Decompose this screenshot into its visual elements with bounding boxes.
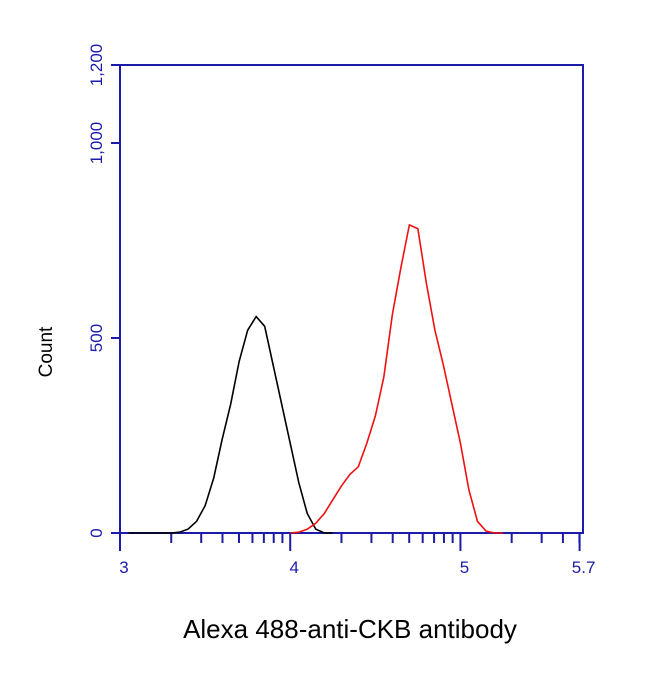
y-tick-label: 1,200 <box>87 44 106 87</box>
plot-frame <box>119 64 584 534</box>
x-tick-label: 4 <box>289 558 298 577</box>
histogram-line <box>290 223 503 534</box>
histogram-line <box>128 315 333 534</box>
y-tick-label: 1,000 <box>87 122 106 165</box>
y-tick-label: 500 <box>87 324 106 352</box>
x-tick-label: 3 <box>119 558 128 577</box>
x-axis-label: Alexa 488-anti-CKB antibody <box>183 614 517 644</box>
y-axis-label: Count <box>36 326 57 377</box>
x-tick-label: 5.7 <box>572 558 596 577</box>
x-tick-label: 5 <box>460 558 469 577</box>
y-tick-label: 0 <box>87 528 106 537</box>
